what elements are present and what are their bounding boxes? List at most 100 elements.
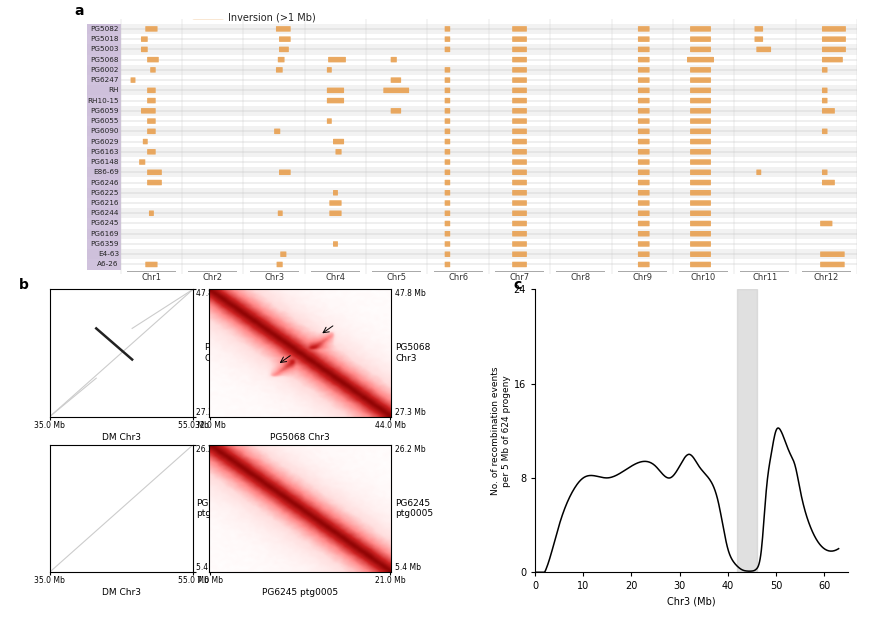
Bar bbox=[801, 271, 850, 272]
FancyBboxPatch shape bbox=[329, 200, 342, 206]
Bar bbox=[87, 85, 856, 95]
X-axis label: Chr3 (Mb): Chr3 (Mb) bbox=[667, 597, 715, 607]
FancyBboxPatch shape bbox=[444, 170, 449, 175]
Bar bbox=[87, 24, 856, 34]
Bar bbox=[555, 271, 605, 272]
FancyBboxPatch shape bbox=[444, 231, 449, 236]
X-axis label: DM Chr3: DM Chr3 bbox=[102, 588, 141, 597]
FancyBboxPatch shape bbox=[143, 139, 148, 144]
Text: PG6029: PG6029 bbox=[90, 139, 119, 144]
FancyBboxPatch shape bbox=[512, 47, 527, 52]
FancyBboxPatch shape bbox=[444, 221, 449, 226]
FancyBboxPatch shape bbox=[512, 262, 527, 267]
FancyBboxPatch shape bbox=[637, 26, 649, 32]
FancyBboxPatch shape bbox=[689, 251, 710, 257]
FancyBboxPatch shape bbox=[512, 251, 527, 257]
FancyBboxPatch shape bbox=[637, 47, 649, 52]
FancyBboxPatch shape bbox=[637, 88, 649, 93]
FancyBboxPatch shape bbox=[689, 190, 710, 195]
FancyBboxPatch shape bbox=[279, 47, 289, 52]
FancyBboxPatch shape bbox=[637, 36, 649, 42]
Text: PG6055: PG6055 bbox=[90, 118, 119, 124]
Text: PG5082: PG5082 bbox=[90, 26, 119, 32]
Text: Chr4: Chr4 bbox=[325, 273, 345, 282]
FancyBboxPatch shape bbox=[512, 57, 527, 62]
Text: PG6216: PG6216 bbox=[90, 200, 119, 206]
Bar bbox=[188, 271, 237, 272]
FancyBboxPatch shape bbox=[689, 47, 710, 52]
FancyBboxPatch shape bbox=[689, 200, 710, 206]
FancyBboxPatch shape bbox=[637, 170, 649, 175]
FancyBboxPatch shape bbox=[819, 262, 844, 267]
Text: b: b bbox=[19, 278, 29, 292]
FancyBboxPatch shape bbox=[637, 180, 649, 185]
FancyBboxPatch shape bbox=[275, 67, 282, 73]
FancyBboxPatch shape bbox=[444, 139, 449, 144]
FancyBboxPatch shape bbox=[327, 67, 331, 73]
FancyBboxPatch shape bbox=[444, 210, 449, 216]
Text: 27.3 Mb: 27.3 Mb bbox=[395, 408, 426, 417]
FancyBboxPatch shape bbox=[512, 190, 527, 195]
FancyBboxPatch shape bbox=[512, 221, 527, 226]
FancyBboxPatch shape bbox=[512, 180, 527, 185]
FancyBboxPatch shape bbox=[329, 210, 342, 216]
FancyBboxPatch shape bbox=[444, 67, 449, 73]
Bar bbox=[87, 24, 121, 269]
Bar bbox=[249, 271, 298, 272]
FancyBboxPatch shape bbox=[512, 241, 527, 247]
FancyBboxPatch shape bbox=[383, 88, 408, 93]
Text: PG6247: PG6247 bbox=[90, 77, 119, 83]
FancyBboxPatch shape bbox=[512, 149, 527, 155]
FancyBboxPatch shape bbox=[755, 47, 770, 52]
FancyBboxPatch shape bbox=[444, 200, 449, 206]
Bar bbox=[87, 198, 856, 208]
FancyBboxPatch shape bbox=[147, 118, 156, 124]
FancyBboxPatch shape bbox=[444, 88, 449, 93]
Text: Chr3: Chr3 bbox=[264, 273, 284, 282]
FancyBboxPatch shape bbox=[444, 98, 449, 103]
X-axis label: PG6245 ptg0005: PG6245 ptg0005 bbox=[262, 588, 338, 597]
FancyBboxPatch shape bbox=[689, 139, 710, 144]
Bar bbox=[87, 126, 856, 136]
Text: PG6059: PG6059 bbox=[90, 108, 119, 114]
Bar bbox=[87, 75, 856, 85]
FancyBboxPatch shape bbox=[821, 180, 834, 185]
X-axis label: PG5068 Chr3: PG5068 Chr3 bbox=[270, 433, 329, 442]
FancyBboxPatch shape bbox=[821, 47, 845, 52]
Bar bbox=[87, 167, 856, 177]
FancyBboxPatch shape bbox=[333, 190, 337, 195]
Text: PG5003: PG5003 bbox=[90, 47, 119, 52]
Bar bbox=[87, 249, 856, 259]
FancyBboxPatch shape bbox=[689, 149, 710, 155]
FancyBboxPatch shape bbox=[637, 262, 649, 267]
FancyBboxPatch shape bbox=[335, 149, 342, 155]
FancyBboxPatch shape bbox=[192, 15, 223, 19]
Text: 47.8 Mb: 47.8 Mb bbox=[395, 289, 426, 298]
Text: PG6090: PG6090 bbox=[90, 128, 119, 134]
FancyBboxPatch shape bbox=[139, 159, 145, 165]
FancyBboxPatch shape bbox=[821, 170, 826, 175]
FancyBboxPatch shape bbox=[637, 77, 649, 83]
FancyBboxPatch shape bbox=[637, 67, 649, 73]
FancyBboxPatch shape bbox=[689, 180, 710, 185]
FancyBboxPatch shape bbox=[689, 36, 710, 42]
Bar bbox=[310, 271, 360, 272]
Text: PG6245
ptg0005: PG6245 ptg0005 bbox=[196, 499, 234, 518]
FancyBboxPatch shape bbox=[279, 170, 290, 175]
FancyBboxPatch shape bbox=[821, 57, 842, 62]
X-axis label: DM Chr3: DM Chr3 bbox=[102, 433, 141, 442]
FancyBboxPatch shape bbox=[333, 139, 343, 144]
FancyBboxPatch shape bbox=[637, 241, 649, 247]
Text: Chr9: Chr9 bbox=[632, 273, 652, 282]
FancyBboxPatch shape bbox=[689, 88, 710, 93]
Text: PG6169: PG6169 bbox=[90, 231, 119, 237]
Bar bbox=[87, 147, 856, 157]
Text: Chr8: Chr8 bbox=[570, 273, 590, 282]
FancyBboxPatch shape bbox=[821, 36, 845, 42]
FancyBboxPatch shape bbox=[689, 77, 710, 83]
FancyBboxPatch shape bbox=[130, 77, 136, 83]
FancyBboxPatch shape bbox=[821, 67, 826, 73]
Bar bbox=[87, 177, 856, 188]
FancyBboxPatch shape bbox=[390, 108, 401, 114]
Bar bbox=[617, 271, 666, 272]
